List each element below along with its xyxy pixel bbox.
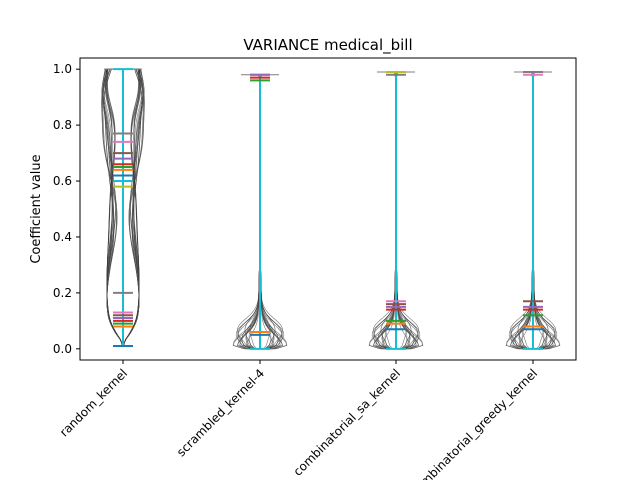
x-tick-label: scrambled_kernel-4 bbox=[174, 366, 267, 459]
ticks-layer: 0.0 0.2 0.4 0.6 0.8 1.0 random_kernel scrambled… bbox=[53, 62, 540, 480]
y-tick-label: 0.6 bbox=[53, 174, 72, 188]
violin-group bbox=[368, 70, 424, 350]
y-tick-label: 0.8 bbox=[53, 118, 72, 132]
x-tick-label: combinatorial_greedy_kernel bbox=[408, 366, 540, 480]
violin-group bbox=[101, 68, 145, 348]
x-tick-label: combinatorial_sa_kernel bbox=[291, 366, 404, 479]
y-axis-label: Coefficient value bbox=[29, 154, 44, 263]
y-tick-label: 0.2 bbox=[53, 286, 72, 300]
y-tick-label: 0.0 bbox=[53, 342, 72, 356]
violins-layer bbox=[101, 68, 561, 350]
violin-group bbox=[232, 73, 288, 350]
x-tick-label: random_kernel bbox=[57, 366, 130, 439]
plot-frame bbox=[79, 57, 577, 361]
y-tick-label: 0.4 bbox=[53, 230, 72, 244]
y-tick-label: 1.0 bbox=[53, 62, 72, 76]
chart-title: VARIANCE medical_bill bbox=[243, 36, 412, 55]
violin-group bbox=[505, 70, 561, 350]
